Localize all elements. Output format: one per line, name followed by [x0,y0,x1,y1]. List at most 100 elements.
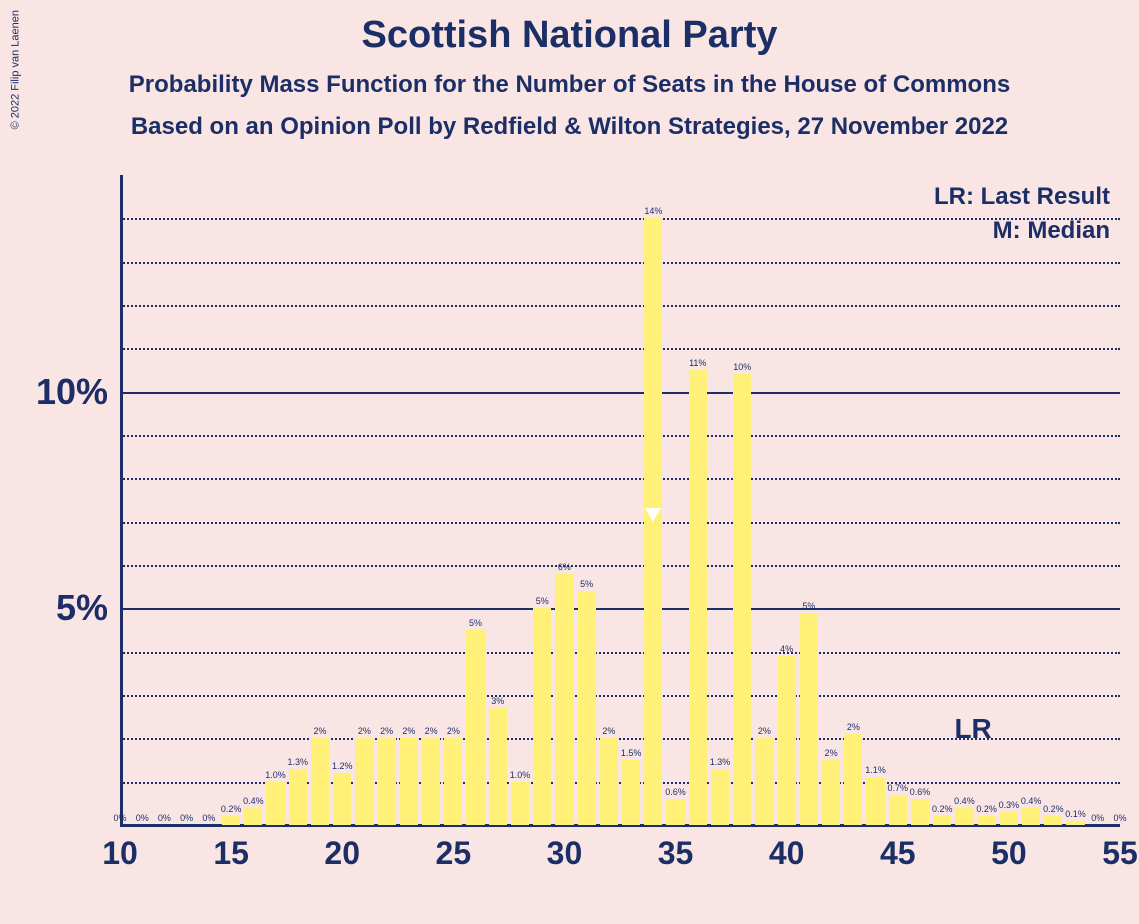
bar: 2% [600,738,618,825]
gridline [120,608,1120,610]
y-tick-label: 5% [56,587,120,629]
bar: 2% [422,738,440,825]
bar: 5% [466,630,484,825]
bar: 10% [733,374,751,825]
legend-last-result: LR: Last Result [934,183,1110,211]
gridline [120,392,1120,394]
copyright-text: © 2022 Filip van Laenen [9,10,21,129]
bar-value-label: 10% [733,362,751,374]
bar: 3% [489,708,507,825]
chart-subtitle-2: Based on an Opinion Poll by Redfield & W… [0,99,1139,141]
bar-value-label: 0% [136,813,149,825]
gridline [120,522,1120,524]
gridline [120,348,1120,350]
bar-value-label: 5% [536,596,549,608]
bar: 1.1% [866,777,884,825]
bar-value-label: 0% [1113,813,1126,825]
bar: 2% [844,734,862,825]
bar-value-label: 1.2% [332,761,353,773]
bar-value-label: 0.6% [665,787,686,799]
bar: 2% [755,738,773,825]
x-tick-label: 35 [658,825,694,872]
bar: 2% [378,738,396,825]
bar-value-label: 2% [758,726,771,738]
bar: 5% [533,608,551,825]
bar: 1.2% [333,773,351,825]
x-tick-label: 15 [213,825,249,872]
bar-value-label: 0.4% [243,796,264,808]
bar: 0.2% [1044,816,1062,825]
chart-plot-area: 5%10%101520253035404550550%0%0%0%0%0.2%0… [120,175,1120,825]
bar-value-label: 1.3% [288,757,309,769]
bar-value-label: 0% [158,813,171,825]
x-tick-label: 40 [769,825,805,872]
bar-value-label: 2% [402,726,415,738]
lr-marker: LR [954,713,991,745]
bar: 2% [355,738,373,825]
x-tick-label: 10 [102,825,138,872]
gridline [120,305,1120,307]
bar-value-label: 0% [180,813,193,825]
gridline [120,695,1120,697]
gridline [120,478,1120,480]
x-tick-label: 50 [991,825,1027,872]
chart-subtitle-1: Probability Mass Function for the Number… [0,57,1139,99]
bar-value-label: 0.3% [999,800,1020,812]
bar-value-label: 0.2% [221,804,242,816]
x-tick-label: 25 [436,825,472,872]
bar-value-label: 0.7% [888,783,909,795]
bar-value-label: 0.2% [976,804,997,816]
y-tick-label: 10% [36,371,120,413]
bar-value-label: 0% [202,813,215,825]
bar-value-label: 6% [558,562,571,574]
bar: 0.2% [222,816,240,825]
bar-value-label: 1.5% [621,748,642,760]
bar-value-label: 1.0% [510,770,531,782]
bar-value-label: 2% [825,748,838,760]
bar: 5% [578,591,596,825]
gridline [120,652,1120,654]
gridline [120,218,1120,220]
bar-value-label: 5% [469,618,482,630]
bar: 0.7% [889,795,907,825]
bar: 14% [644,218,662,825]
bar: 0.4% [955,808,973,825]
bar-value-label: 0.1% [1065,809,1086,821]
legend-median: M: Median [993,217,1110,245]
bar-value-label: 0.4% [954,796,975,808]
bar: 2% [444,738,462,825]
bar: 6% [555,574,573,825]
bar-value-label: 0.2% [932,804,953,816]
bar-value-label: 0.4% [1021,796,1042,808]
bar: 0.3% [1000,812,1018,825]
bar: 0.6% [911,799,929,825]
gridline [120,565,1120,567]
bar: 0.4% [1022,808,1040,825]
bar-value-label: 2% [602,726,615,738]
bar-value-label: 4% [780,644,793,656]
bar: 1.5% [622,760,640,825]
bar: 1.0% [511,782,529,825]
bar: 1.3% [289,769,307,825]
bar: 0.6% [666,799,684,825]
bar-value-label: 2% [847,722,860,734]
x-tick-label: 30 [547,825,583,872]
bar: 0.2% [978,816,996,825]
bar-value-label: 2% [358,726,371,738]
bar-value-label: 1.1% [865,765,886,777]
bar-value-label: 5% [802,601,815,613]
bar-value-label: 2% [380,726,393,738]
bar-value-label: 2% [313,726,326,738]
bar-value-label: 3% [491,696,504,708]
bar: 2% [311,738,329,825]
bar-value-label: 1.3% [710,757,731,769]
bar-value-label: 5% [580,579,593,591]
chart-title: Scottish National Party [0,0,1139,57]
bar-value-label: 14% [644,206,662,218]
bar: 0.2% [933,816,951,825]
bar-value-label: 2% [447,726,460,738]
bar: 0.1% [1066,821,1084,825]
bar: 11% [689,370,707,825]
bar-value-label: 0% [113,813,126,825]
bar-value-label: 0% [1091,813,1104,825]
